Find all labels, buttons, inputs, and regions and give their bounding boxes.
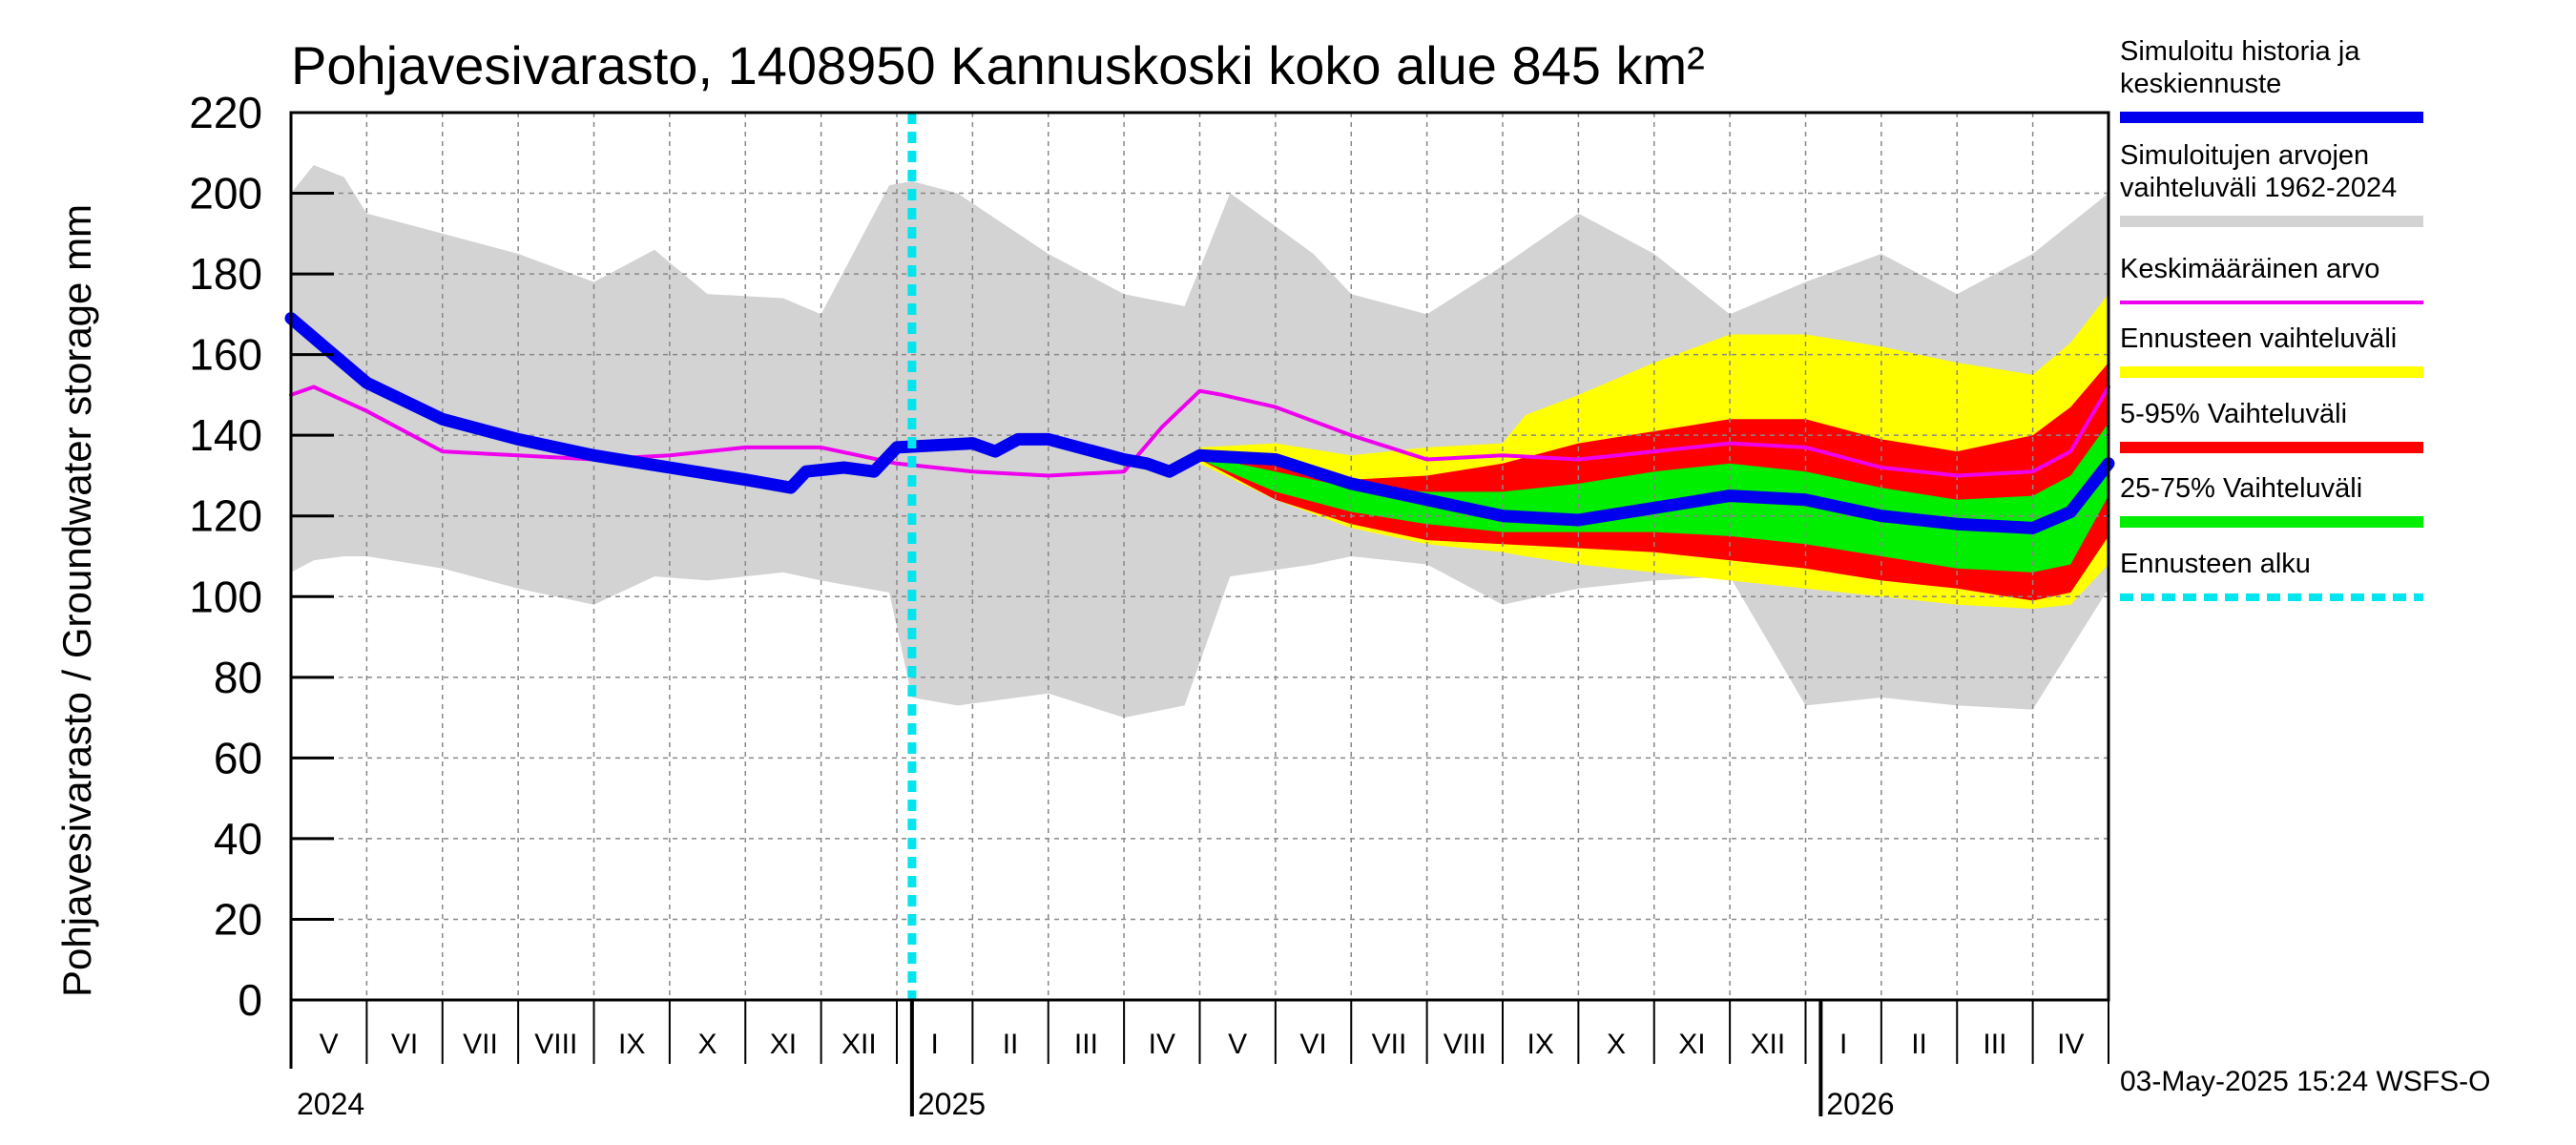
month-label: XI xyxy=(1678,1029,1705,1060)
grid-layer xyxy=(291,112,2109,1000)
line-keskimaarainen-arvo xyxy=(289,385,2110,478)
month-label: III xyxy=(1983,1029,2006,1060)
legend-item-keskimaarainen-arvo: Keskimääräinen arvo xyxy=(2120,254,2423,304)
y-tick-label: 160 xyxy=(189,330,262,380)
month-label: IV xyxy=(2057,1029,2084,1060)
y-tick-label: 140 xyxy=(189,410,262,460)
month-label: X xyxy=(698,1029,717,1060)
y-axis-label: Pohjavesivarasto / Groundwater storage m… xyxy=(54,204,99,997)
month-label: VIII xyxy=(1444,1029,1486,1060)
year-label: 2024 xyxy=(297,1087,364,1121)
legend-label: Keskimääräinen arvo xyxy=(2120,254,2379,284)
y-tick-label: 220 xyxy=(189,88,262,137)
legend-label: 5-95% Vaihteluväli xyxy=(2120,399,2347,429)
month-label: III xyxy=(1074,1029,1098,1060)
month-label: XII xyxy=(1750,1029,1785,1060)
y-tick-label: 20 xyxy=(214,894,262,944)
chart-title: Pohjavesivarasto, 1408950 Kannuskoski ko… xyxy=(291,35,1705,95)
month-label: VI xyxy=(1299,1029,1326,1060)
month-label: IX xyxy=(618,1029,645,1060)
legend-label: Ennusteen alku xyxy=(2120,549,2311,579)
line-layer xyxy=(284,113,2115,1000)
month-label: IX xyxy=(1527,1029,1554,1060)
month-label: X xyxy=(1607,1029,1626,1060)
month-label: VI xyxy=(391,1029,418,1060)
month-label: V xyxy=(1228,1029,1247,1060)
year-label: 2026 xyxy=(1826,1087,1894,1121)
month-label: VIII xyxy=(534,1029,577,1060)
y-tick-label: 180 xyxy=(189,249,262,299)
month-label: V xyxy=(320,1029,339,1060)
month-label: IV xyxy=(1149,1029,1175,1060)
y-tick-label: 80 xyxy=(214,653,262,702)
month-label: XI xyxy=(770,1029,797,1060)
month-label: I xyxy=(1839,1029,1847,1060)
y-tick-label: 40 xyxy=(214,814,262,864)
y-tick-label: 0 xyxy=(238,975,262,1025)
month-label: II xyxy=(1003,1029,1019,1060)
month-label: VII xyxy=(463,1029,498,1060)
month-label: VII xyxy=(1372,1029,1407,1060)
legend-item-simuloitujen-arvojen-vaihteluvali-1962-2024: Simuloitujen arvojen vaihteluväli 1962-20… xyxy=(2120,140,2423,227)
legend-item-ennusteen-alku: Ennusteen alku xyxy=(2120,549,2423,601)
y-tick-label: 60 xyxy=(214,733,262,782)
legend-label: 25-75% Vaihteluväli xyxy=(2120,473,2362,504)
legend-label: Ennusteen vaihteluväli xyxy=(2120,323,2397,354)
legend-item-25-75-vaihteluvali: 25-75% Vaihteluväli xyxy=(2120,473,2423,528)
month-label: II xyxy=(1911,1029,1927,1060)
legend-item-5-95-vaihteluvali: 5-95% Vaihteluväli xyxy=(2120,399,2423,453)
month-label: XII xyxy=(841,1029,877,1060)
legend: Simuloitu historia ja keskiennuste Simuloi… xyxy=(2120,36,2423,601)
y-tick-label: 120 xyxy=(189,491,262,541)
timestamp: 03-May-2025 15:24 WSFS-O xyxy=(2120,1066,2491,1097)
month-label: I xyxy=(931,1029,939,1060)
line-simuloitu-historia-ja-keskiennuste xyxy=(284,312,2115,534)
legend-item-simuloitu-historia-ja-keskiennuste: Simuloitu historia ja keskiennuste xyxy=(2120,36,2423,123)
year-label: 2025 xyxy=(918,1087,986,1121)
y-tick-label: 200 xyxy=(189,169,262,219)
legend-label: Simuloitujen arvojen vaihteluväli 1962-20… xyxy=(2120,140,2397,203)
y-tick-label: 100 xyxy=(189,572,262,621)
legend-label: Simuloitu historia ja keskiennuste xyxy=(2120,36,2360,99)
legend-item-ennusteen-vaihteluvali: Ennusteen vaihteluväli xyxy=(2120,323,2423,378)
